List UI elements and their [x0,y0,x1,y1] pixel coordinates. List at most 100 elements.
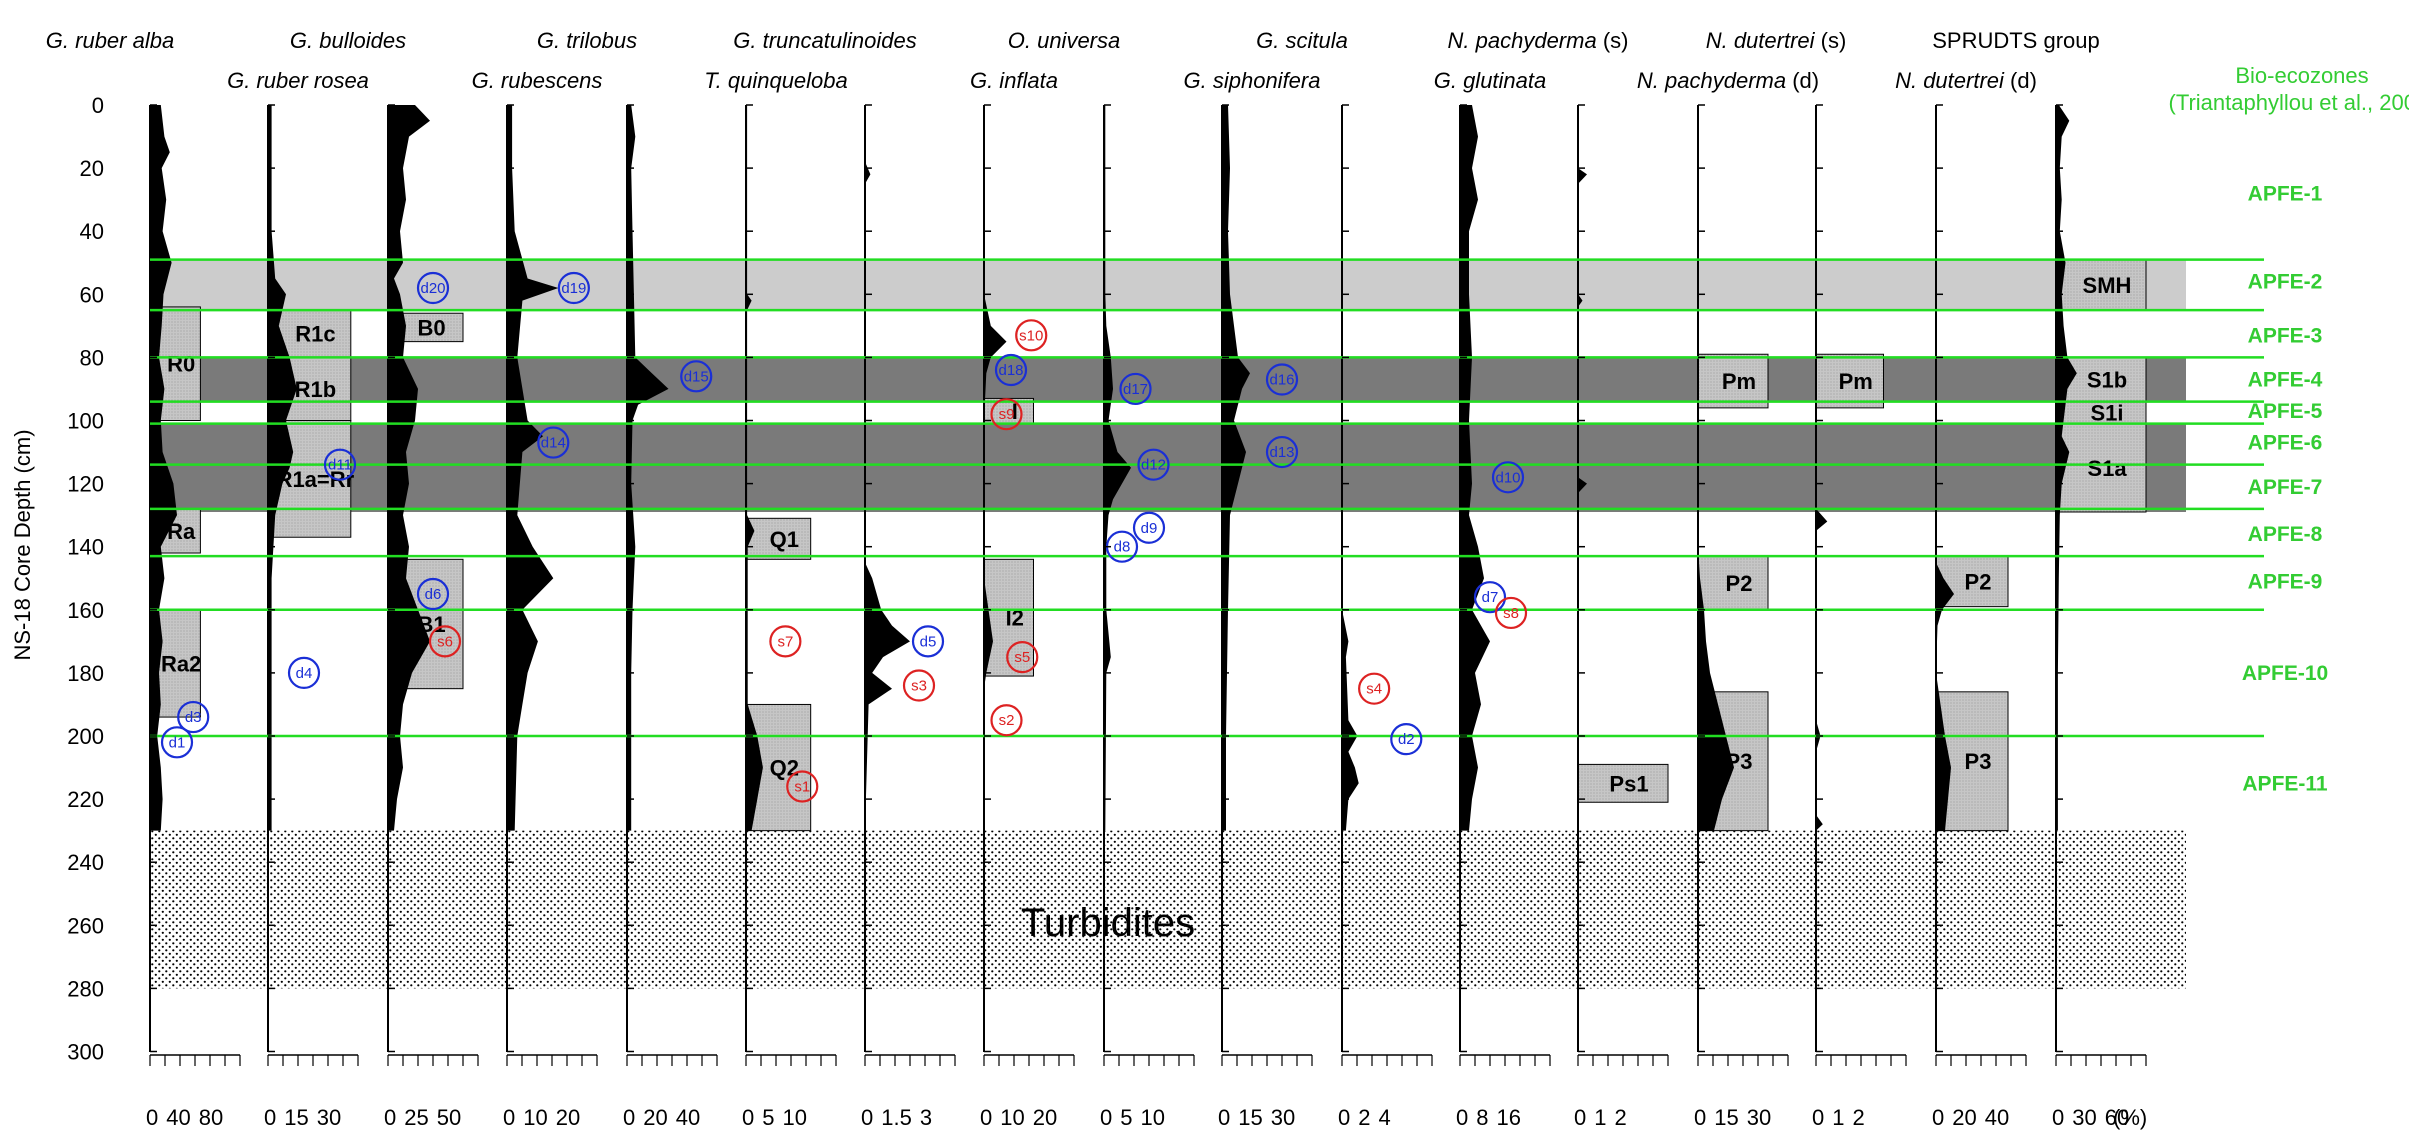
bottom-tick-labels: 0 30 60 [2052,1105,2129,1130]
abundance-profile [388,105,430,831]
tick-label: 30 [317,1105,341,1130]
zone-box-label: P3 [1965,749,1992,774]
abundance-profile [1342,105,1359,831]
depth-tick-label: 100 [67,409,104,434]
zone-box-label: I [1012,399,1018,424]
tick-label: 20 [556,1105,580,1130]
bioecozone-label: APFE-9 [2248,570,2323,593]
marker-circle [1265,435,1299,469]
zone-box-I2 [983,558,1034,677]
species-label: G. scitula [1256,28,1348,53]
bioecozones-citation: (Triantaphyllou et al., 2009) [2169,90,2409,115]
tick-label: 30 [2072,1105,2096,1130]
bottom-tick-labels: 0 1.5 3 [861,1105,932,1130]
panel-7: 0 1.5 3 G. truncatulinoides [733,28,956,1130]
sample-marker-d10: d10 [1491,461,1525,494]
species-label: G. ruber alba [46,28,174,53]
sample-marker-s6: s6 [428,625,462,658]
tick-label: 0 [1456,1105,1468,1130]
panel-6: Q1 Q2 0 5 10 T. quinqueloba [704,68,848,1130]
abundance-profile [268,105,297,831]
bioecozones-title: Bio-ecozones [2235,63,2368,88]
tick-label: 0 [2052,1105,2064,1130]
species-label: G. glutinata [1434,68,1547,93]
depth-tick-label: 40 [80,219,104,244]
marker-circle [1132,511,1166,544]
species-label: G. truncatulinoides [733,28,916,53]
marker-label: d19 [561,280,586,297]
marker-label: d13 [1269,444,1294,461]
unit-label: (%) [2113,1105,2147,1130]
tick-label: 20 [1952,1105,1976,1130]
depth-tick-label: 280 [67,976,104,1001]
tick-label: 5 [762,1105,774,1130]
marker-circle [416,577,450,611]
sample-marker-d6: d6 [416,577,450,611]
marker-label: s10 [1019,327,1043,344]
panel-5: 0 20 40 G. trilobus [537,28,718,1130]
bottom-tick-labels: 0 15 30 [1694,1105,1771,1130]
abundance-profile [1460,105,1490,831]
species-label: G. rubescens [472,68,603,93]
zone-box-label: P2 [1965,569,1992,594]
sample-marker-s1: s1 [786,770,819,803]
marker-label: d9 [1141,520,1158,537]
tick-label: 0 [861,1105,873,1130]
marker-label: d14 [541,435,566,452]
sample-marker-s3: s3 [902,669,936,702]
marker-label: s9 [999,406,1015,423]
tick-label: 1 [1594,1105,1606,1130]
abundance-profile [150,105,177,831]
marker-circle [177,700,210,734]
abundance-profile [1104,105,1131,831]
depth-tick-label: 140 [67,535,104,560]
tick-label: 1 [1832,1105,1844,1130]
tick-label: 3 [920,1105,932,1130]
tick-label: 0 [1100,1105,1112,1130]
marker-circle [557,271,590,305]
tick-label: 20 [1033,1105,1057,1130]
marker-label: d12 [1141,457,1166,474]
marker-circle [1358,672,1391,705]
bioecozone-label: APFE-11 [2242,772,2328,795]
marker-circle [911,625,945,658]
abundance-profile [1936,105,1954,831]
panel-11: 0 2 4 G. scitula [1256,28,1433,1130]
marker-circle [160,726,194,759]
zone-box-Ps1 [1577,763,1669,803]
tick-label: 15 [1714,1105,1738,1130]
bottom-tick-labels: 0 25 50 [384,1105,461,1130]
sample-marker-d18: d18 [994,353,1028,387]
tick-label: 15 [1238,1105,1262,1130]
tick-label: 0 [1932,1105,1944,1130]
depth-tick-label: 180 [67,661,104,686]
bioecozone-label: APFE-5 [2248,400,2323,423]
marker-label: s3 [911,678,927,695]
tick-label: 0 [1694,1105,1706,1130]
tick-label: 4 [1379,1105,1391,1130]
tick-label: 40 [676,1105,700,1130]
marker-label: s7 [777,633,793,650]
sample-marker-s2: s2 [990,704,1023,737]
zone-box-label: S1a [2087,456,2127,481]
marker-label: s2 [999,712,1015,729]
bottom-tick-labels: 0 5 10 [1100,1105,1165,1130]
panel-16: P2 P3 0 20 40 N. dutertrei (d) [1895,68,2037,1130]
marker-label: d6 [425,586,442,603]
species-label: T. quinqueloba [704,68,848,93]
zone-box-Pm [1697,353,1769,409]
zone-box-label: S1b [2087,367,2127,392]
zone-box-label: Pm [1839,369,1873,394]
marker-label: d7 [1482,589,1499,606]
sample-marker-d2: d2 [1390,723,1423,756]
tick-label: 25 [404,1105,428,1130]
zone-box-label: Ra2 [161,651,201,676]
tick-label: 30 [1271,1105,1295,1130]
tick-label: 40 [166,1105,190,1130]
marker-circle [1137,448,1170,481]
